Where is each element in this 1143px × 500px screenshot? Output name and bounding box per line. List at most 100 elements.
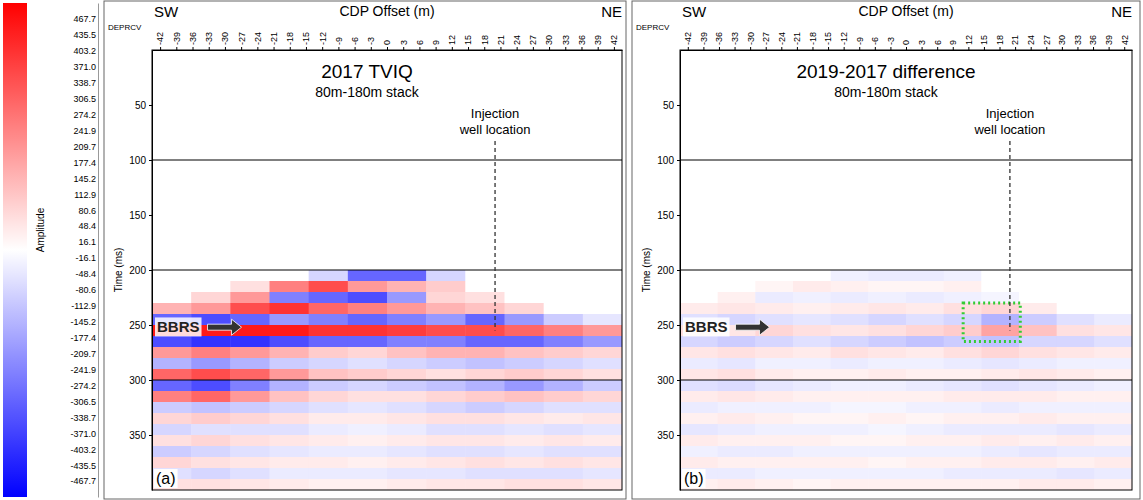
colorbar-tick: -48.4 — [75, 269, 98, 279]
heatmap-cell — [793, 292, 831, 304]
heatmap-cell — [944, 270, 982, 282]
colorbar-tick-label: -145.2 — [70, 317, 96, 327]
heatmap-cell — [1019, 292, 1057, 304]
heatmap-cell — [718, 292, 756, 304]
x-tick: 9 — [948, 40, 958, 50]
x-tick: -39 — [699, 32, 709, 50]
x-tick: 6 — [415, 40, 425, 50]
x-tick-mark — [844, 47, 845, 50]
heatmap-cell — [793, 468, 831, 480]
heatmap-cell — [944, 468, 982, 480]
colorbar-tick: 338.7 — [73, 78, 98, 88]
y-tick-mark — [149, 215, 152, 216]
x-tick-mark — [875, 47, 876, 50]
x-tick-label: -15 — [301, 32, 311, 45]
x-tick-mark — [703, 47, 704, 50]
well-label-line: Injection — [471, 106, 519, 121]
well-label-line: Injection — [986, 106, 1034, 121]
heatmap-cell — [1057, 479, 1095, 490]
x-axis-line — [681, 50, 1133, 51]
heatmap-cell — [1019, 424, 1057, 436]
heatmap-cell — [230, 446, 270, 458]
x-tick: -18 — [285, 32, 295, 50]
y-tick-mark — [149, 325, 152, 326]
plot-frame — [152, 50, 622, 490]
heatmap-cell — [1057, 380, 1095, 392]
heatmap-cell — [1019, 380, 1057, 392]
heatmap-cell — [718, 336, 756, 348]
heatmap-cell — [718, 369, 756, 381]
x-tick-label: 12 — [447, 35, 457, 45]
heatmap-cell — [348, 479, 388, 490]
x-tick-mark — [1000, 47, 1001, 50]
heatmap-cell — [230, 336, 270, 348]
heatmap-cell — [868, 479, 906, 490]
heatmap-cell — [944, 369, 982, 381]
colorbar-tick: -177.4 — [70, 333, 98, 343]
heatmap-cell — [755, 424, 793, 436]
heatmap-cell — [831, 325, 869, 337]
heatmap-cell — [793, 358, 831, 370]
heatmap-cell — [944, 402, 982, 414]
heatmap-cell — [465, 380, 505, 392]
heatmap-cell — [387, 347, 427, 359]
heatmap-cell — [1094, 435, 1132, 447]
heatmap-cell — [544, 303, 584, 315]
heatmap-cell — [426, 468, 466, 480]
x-tick-mark — [338, 47, 339, 50]
heatmap-cell — [230, 303, 270, 315]
heatmap-cell — [868, 435, 906, 447]
x-tick-mark — [549, 47, 550, 50]
colorbar-tick-label: -274.2 — [70, 381, 96, 391]
x-tick-label: 0 — [901, 40, 911, 45]
y-tick-mark — [149, 380, 152, 381]
x-tick-mark — [1124, 47, 1125, 50]
heatmap-cell — [426, 413, 466, 425]
bbrs-arrow — [736, 319, 770, 335]
heatmap-cell — [191, 292, 231, 304]
colorbar-tick-label: 80.6 — [78, 206, 96, 216]
x-tick: 27 — [1042, 35, 1052, 50]
heatmap-cell — [1057, 413, 1095, 425]
heatmap-cell — [583, 358, 622, 370]
heatmap-cell — [505, 380, 545, 392]
heatmap-cell — [906, 347, 944, 359]
heatmap-cell — [426, 336, 466, 348]
heatmap-cell — [868, 325, 906, 337]
plot-area — [680, 160, 1132, 490]
heatmap-cell — [944, 325, 982, 337]
x-tick: 39 — [1104, 35, 1114, 50]
x-tick-mark — [160, 47, 161, 50]
y-tick: 150 — [657, 210, 680, 221]
heatmap-cell — [152, 336, 192, 348]
heatmap-cell — [981, 479, 1019, 490]
heatmap-cell — [152, 457, 192, 469]
x-tick-label: -18 — [285, 32, 295, 45]
heatmap-cell — [906, 292, 944, 304]
x-tick: -15 — [301, 32, 311, 50]
y-tick-label: 350 — [129, 430, 146, 441]
heatmap-cell — [309, 391, 349, 403]
x-tick: 12 — [964, 35, 974, 50]
heatmap-cell — [465, 446, 505, 458]
x-tick: -27 — [761, 32, 771, 50]
panel-title: 2017 TVIQ — [321, 61, 413, 82]
heatmap-cell — [868, 347, 906, 359]
heatmap-cell — [387, 391, 427, 403]
heatmap-cell — [831, 369, 869, 381]
x-tick: 21 — [1010, 35, 1020, 50]
y-tick-label: 300 — [129, 375, 146, 386]
heatmap-cell — [944, 281, 982, 293]
x-tick-mark — [581, 47, 582, 50]
heatmap-cell — [718, 391, 756, 403]
x-tick-label: 9 — [948, 40, 958, 45]
colorbar-tick: -338.7 — [70, 413, 98, 423]
heatmap-cell — [505, 457, 545, 469]
heatmap-cell — [981, 435, 1019, 447]
heatmap-cell — [465, 479, 505, 490]
heatmap-cell — [230, 380, 270, 392]
x-tick-label: -27 — [237, 32, 247, 45]
heatmap-cell — [868, 303, 906, 315]
heatmap-cell — [981, 347, 1019, 359]
heatmap-cell — [270, 270, 310, 282]
